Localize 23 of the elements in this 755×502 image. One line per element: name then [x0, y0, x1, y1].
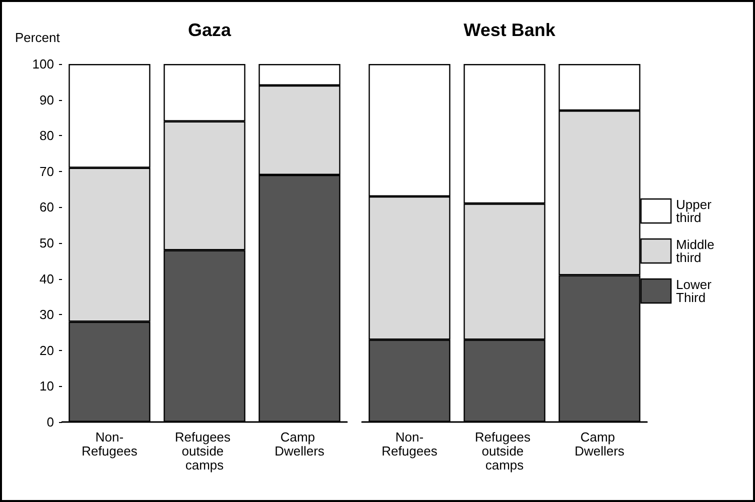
legend-label: Upper third — [676, 197, 712, 225]
x-tick-label: Refugees outside camps — [474, 430, 534, 472]
y-tick-label: 0 — [46, 414, 54, 430]
y-tick-label: 20 — [40, 342, 54, 358]
x-tick-label: Non-Refugees — [382, 430, 438, 458]
y-tick-label: 10 — [40, 378, 54, 394]
y-tick-label: 70 — [40, 164, 54, 179]
y-tick-label: 40 — [40, 271, 54, 286]
chart-title: West Bank — [464, 20, 556, 40]
x-tick-label: Refugees outside camps — [174, 430, 234, 472]
legend-label: Middle third — [676, 237, 714, 265]
y-tick-label: 90 — [40, 92, 54, 108]
chart-title: Gaza — [188, 20, 232, 40]
x-tick-label: Camp Dwellers — [574, 430, 625, 458]
y-tick-label: 60 — [40, 200, 54, 215]
y-tick-label: 100 — [32, 56, 54, 72]
x-tick-label: Non-Refugees — [82, 430, 138, 458]
y-axis-title: Percent — [15, 30, 60, 45]
legend-label: Lower Third — [676, 277, 712, 305]
y-tick-label: 30 — [40, 307, 54, 322]
x-tick-label: Camp Dwellers — [274, 430, 325, 458]
y-tick-label: 50 — [40, 236, 54, 250]
y-tick-label: 80 — [40, 128, 54, 144]
